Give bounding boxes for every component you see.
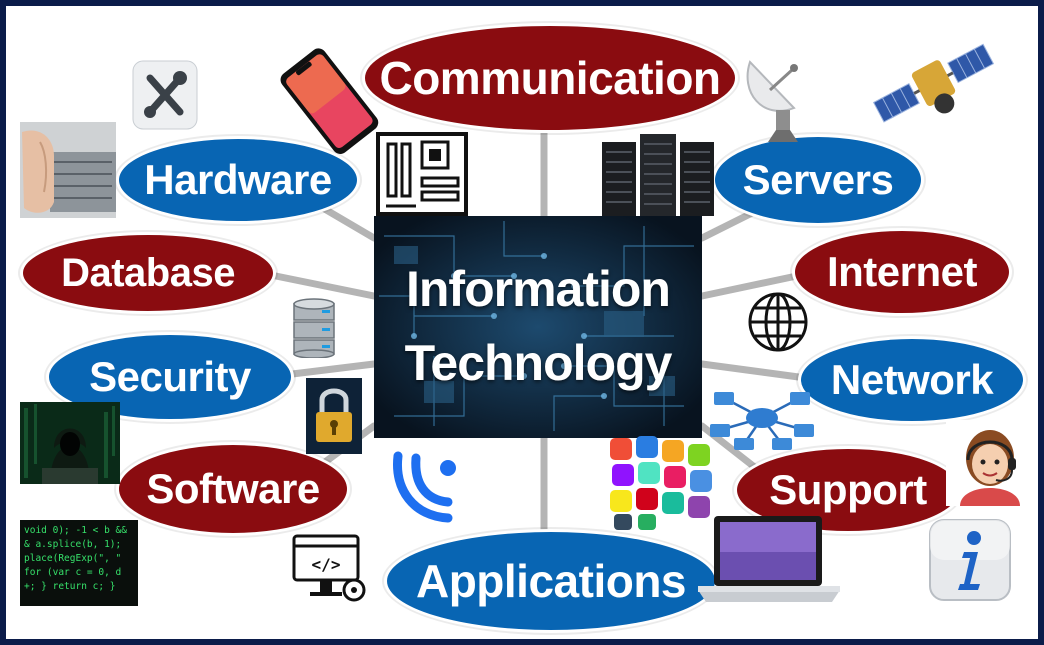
padlock-icon — [306, 378, 362, 454]
node-database: Database — [20, 232, 276, 314]
globe-icon — [748, 292, 808, 352]
motherboard-icon — [376, 132, 468, 216]
node-applications: Applications — [384, 529, 718, 633]
network-hub-icon — [710, 392, 814, 450]
smartphone-icon — [280, 48, 379, 154]
tools-icon — [132, 60, 198, 130]
center-topic: Information Technology — [374, 216, 702, 438]
node-hardware: Hardware — [116, 136, 360, 224]
center-title: Information Technology — [374, 252, 702, 400]
laptop-icon — [698, 516, 840, 602]
code-snippet-photo: void 0); -1 < b && & a.splice(b, 1); pla… — [20, 520, 138, 606]
node-communication: Communication — [362, 23, 738, 133]
node-servers: Servers — [712, 134, 924, 226]
center-title-line1: Information — [406, 261, 671, 317]
server-rack-icon — [602, 134, 714, 216]
spoke-internet — [698, 270, 810, 300]
node-internet: Internet — [792, 228, 1012, 316]
info-icon — [929, 519, 1011, 601]
svg-text:</>: </> — [312, 555, 341, 574]
hacker-photo — [20, 402, 120, 484]
center-title-line2: Technology — [404, 335, 673, 391]
circuit-board-background — [374, 216, 702, 438]
database-icon — [293, 298, 335, 358]
spoke-network — [698, 360, 810, 382]
headset-agent-icon — [946, 420, 1034, 506]
satellite-dish-icon — [746, 60, 798, 142]
node-software: Software — [116, 442, 350, 536]
node-security: Security — [46, 332, 294, 422]
code-monitor-icon: </> — [292, 534, 366, 602]
hand-hardware-photo — [20, 122, 116, 218]
spoke-database — [262, 270, 378, 300]
app-icons-cluster — [610, 436, 712, 530]
satellite-icon — [872, 43, 995, 123]
node-network: Network — [798, 336, 1026, 424]
brand-logo-icon — [393, 451, 456, 523]
